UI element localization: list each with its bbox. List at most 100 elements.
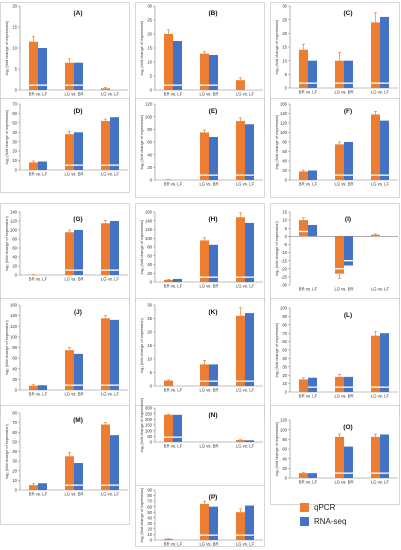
bar-rnaseq: [245, 124, 254, 180]
y-tick-label: 5: [150, 74, 153, 79]
bar-break: [380, 386, 389, 388]
y-tick-label: 80: [282, 140, 287, 145]
y-tick-label: 160: [145, 210, 153, 215]
bar-break: [209, 174, 218, 176]
bar-qpcr: [164, 414, 173, 442]
y-tick-label: 0: [15, 488, 18, 493]
y-tick-label: 250: [145, 411, 153, 416]
bar-break: [371, 386, 380, 388]
bar-break: [371, 82, 380, 84]
bar-qpcr: [200, 503, 209, 540]
bar-rnaseq: [308, 170, 317, 180]
bar-break: [65, 84, 74, 86]
x-tick-label: LG vs. LF: [236, 542, 255, 547]
bar-qpcr: [65, 232, 74, 275]
bar-break: [164, 84, 173, 86]
bar-rnaseq: [344, 236, 353, 266]
y-tick-label: 50: [147, 510, 152, 515]
bar-break: [200, 380, 209, 382]
y-axis-label: log₂ (fold change of expression): [4, 20, 9, 75]
y-tick-label: 10: [282, 58, 287, 63]
y-tick-label: 0: [285, 390, 288, 395]
panel-title: (P): [209, 494, 218, 501]
bar-qpcr: [101, 318, 110, 390]
bar-break: [200, 174, 209, 176]
bar-break: [344, 174, 353, 176]
y-tick-label: 25: [147, 316, 152, 321]
y-tick-label: 80: [12, 411, 17, 416]
bar-rnaseq: [38, 161, 47, 170]
bar-rnaseq: [209, 55, 218, 90]
bar-rnaseq: [308, 377, 317, 392]
x-tick-label: BR vs. LF: [164, 284, 183, 289]
bar-qpcr: [164, 538, 173, 540]
y-tick-label: 60: [147, 253, 152, 258]
bar-rnaseq: [74, 230, 83, 275]
x-tick-label: LG vs. BR: [199, 388, 218, 393]
x-tick-label: LG vs. BR: [199, 284, 218, 289]
y-tick-label: 60: [12, 246, 17, 251]
bar-rnaseq: [380, 120, 389, 180]
bar-break: [335, 82, 344, 84]
y-tick-label: 20: [282, 466, 287, 471]
panel-title: (F): [344, 108, 352, 115]
y-axis-label: log₂ (fold change of expression): [274, 220, 279, 275]
legend-label-qpcr: qPCR: [314, 502, 336, 512]
y-tick-label: 5: [285, 226, 288, 231]
y-tick-label: 30: [12, 139, 17, 144]
x-tick-label: LG vs. LF: [236, 444, 255, 449]
bar-rnaseq: [344, 376, 353, 392]
x-tick-label: LG vs. LF: [371, 287, 390, 292]
bar-break: [38, 84, 47, 86]
x-tick-label: LG vs. LF: [236, 92, 255, 97]
y-tick-label: 80: [147, 127, 152, 132]
bar-rnaseq: [173, 414, 182, 442]
y-axis-label: log₂ (fold change of expression): [4, 215, 9, 270]
x-tick-label: BR vs. LF: [164, 182, 183, 187]
bar-qpcr: [29, 485, 38, 490]
y-axis-label: log₂ (fold change of expression): [139, 397, 144, 452]
y-tick-label: 0: [15, 88, 18, 93]
y-tick-label: 100: [10, 228, 18, 233]
y-tick-label: 40: [282, 356, 287, 361]
y-tick-label: 100: [280, 130, 288, 135]
y-tick-label: 0: [150, 384, 153, 389]
y-axis-label: log₂ (fold change of expression): [274, 114, 279, 169]
y-tick-label: 300: [145, 406, 153, 411]
y-tick-label: 20: [147, 271, 152, 276]
y-tick-label: 60: [147, 140, 152, 145]
x-tick-label: BR vs. LF: [164, 542, 183, 547]
legend-swatch-rnaseq: [300, 516, 309, 526]
bar-break: [209, 534, 218, 536]
bar-break: [74, 84, 83, 86]
y-tick-label: 0: [150, 538, 153, 543]
y-tick-label: 70: [12, 102, 17, 107]
bar-qpcr: [164, 279, 173, 282]
bar-rnaseq: [110, 117, 119, 170]
y-tick-label: 70: [12, 420, 17, 425]
bar-break: [164, 436, 173, 438]
bar-qpcr: [299, 379, 308, 392]
y-tick-label: 40: [147, 152, 152, 157]
panel-title: (O): [343, 424, 352, 431]
panel-title: (J): [74, 309, 82, 316]
bar-qpcr: [101, 120, 110, 170]
x-tick-label: BR vs. LF: [29, 277, 48, 282]
y-tick-label: 200: [145, 417, 153, 422]
y-tick-label: 0: [150, 440, 153, 445]
x-tick-label: LG vs. BR: [64, 277, 83, 282]
x-tick-label: LG vs. LF: [236, 182, 255, 187]
bar-break: [245, 534, 254, 536]
bar-break: [110, 164, 119, 166]
bar-rnaseq: [38, 48, 47, 90]
y-tick-label: 120: [145, 227, 153, 232]
y-axis-label: log₂ (fold change of expression): [274, 19, 279, 74]
y-tick-label: 20: [12, 377, 17, 382]
x-tick-label: BR vs. LF: [299, 394, 318, 399]
y-tick-label: 0: [150, 178, 153, 183]
x-tick-label: LG vs. BR: [334, 480, 353, 485]
y-tick-label: 20: [147, 32, 152, 37]
bar-qpcr: [29, 41, 38, 90]
y-tick-label: 40: [282, 159, 287, 164]
bar-break: [74, 164, 83, 166]
